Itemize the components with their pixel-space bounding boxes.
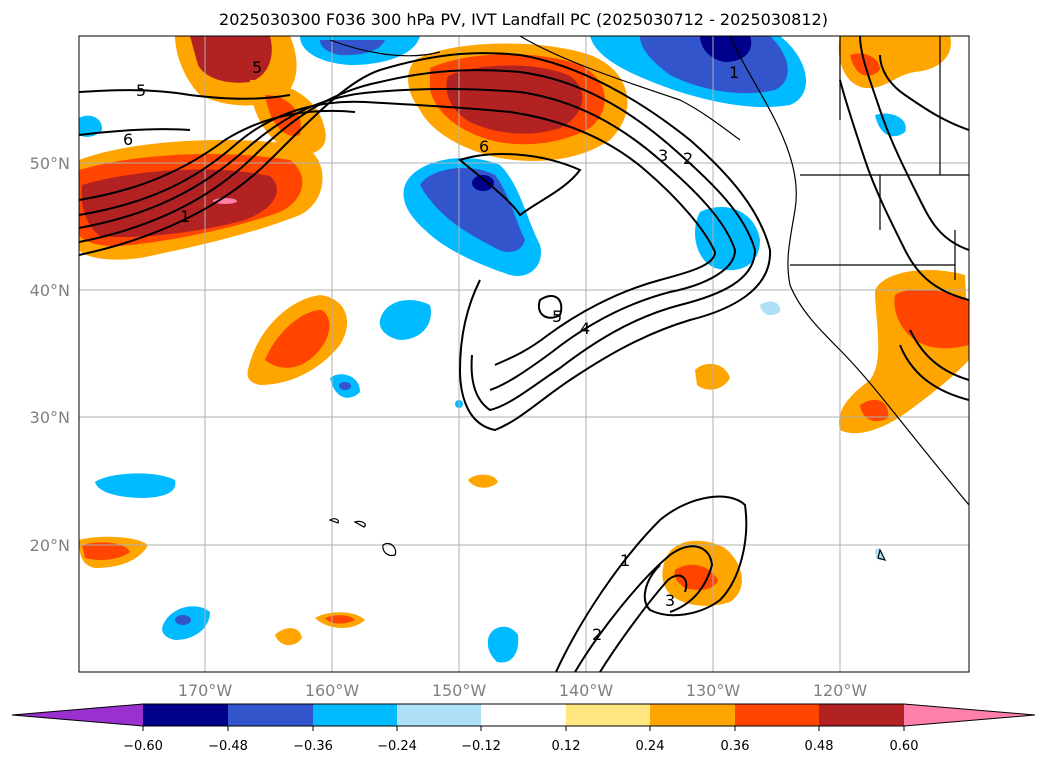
lon-label: 150°W <box>432 681 487 700</box>
map-panel: 5 6 1 5 6 3 2 1 4 5 1 3 2 <box>79 36 969 672</box>
colorbar-extend-low <box>12 704 143 726</box>
graticule <box>79 36 969 672</box>
colorbar-segment <box>313 704 397 726</box>
colorbar-tick-label: −0.24 <box>377 739 417 754</box>
contour-label: 2 <box>592 625 602 644</box>
colorbar-tick-label: 0.12 <box>552 739 581 754</box>
lon-label: 160°W <box>305 681 360 700</box>
colorbar: −0.60 −0.48 −0.36 −0.24 −0.12 0.12 0.24 … <box>11 703 1036 754</box>
contour-label: 6 <box>123 130 133 149</box>
lat-label: 50°N <box>30 154 70 173</box>
colorbar-segment <box>819 704 904 726</box>
colorbar-segment <box>650 704 735 726</box>
colorbar-segment <box>481 704 566 726</box>
colorbar-tick-label: 0.60 <box>890 739 919 754</box>
lon-label: 170°W <box>178 681 233 700</box>
colorbar-tick-label: −0.60 <box>123 739 163 754</box>
colorbar-segment <box>566 704 650 726</box>
colorbar-tick-label: 0.48 <box>805 739 834 754</box>
contour-label: 1 <box>180 207 190 226</box>
colorbar-tick-label: 0.24 <box>636 739 665 754</box>
lon-label: 140°W <box>559 681 614 700</box>
colorbar-tick-label: −0.48 <box>208 739 248 754</box>
lat-label: 30°N <box>30 408 70 427</box>
colorbar-segment <box>397 704 481 726</box>
coastlines <box>328 36 969 561</box>
contour-label: 3 <box>665 591 675 610</box>
colorbar-segment <box>228 704 313 726</box>
lon-label: 120°W <box>813 681 868 700</box>
lat-label: 20°N <box>30 536 70 555</box>
colorbar-tick-label: −0.12 <box>461 739 501 754</box>
contour-label: 5 <box>252 58 262 77</box>
colorbar-segment <box>143 704 228 726</box>
contour-label: 3 <box>658 146 668 165</box>
contour-label: 2 <box>683 149 693 168</box>
contour-label: 5 <box>552 307 562 326</box>
lon-label: 130°W <box>686 681 741 700</box>
colorbar-tick-label: −0.36 <box>293 739 333 754</box>
latitude-labels: 50°N 40°N 30°N 20°N <box>30 154 70 555</box>
contour-label: 1 <box>620 551 630 570</box>
longitude-labels: 170°W 160°W 150°W 140°W 130°W 120°W <box>178 681 868 700</box>
colorbar-tick-label: 0.36 <box>721 739 750 754</box>
contour-label: 5 <box>136 81 146 100</box>
lat-label: 40°N <box>30 281 70 300</box>
contour-label: 1 <box>729 63 739 82</box>
pc-contours <box>79 36 969 672</box>
contour-labels: 5 6 1 5 6 3 2 1 4 5 1 3 2 <box>123 58 739 644</box>
map-title: 2025030300 F036 300 hPa PV, IVT Landfall… <box>219 10 828 29</box>
colorbar-extend-high <box>904 704 1035 726</box>
contour-label: 4 <box>580 319 590 338</box>
colorbar-segment <box>735 704 819 726</box>
contour-label: 6 <box>479 137 489 156</box>
map-frame <box>78 35 970 673</box>
